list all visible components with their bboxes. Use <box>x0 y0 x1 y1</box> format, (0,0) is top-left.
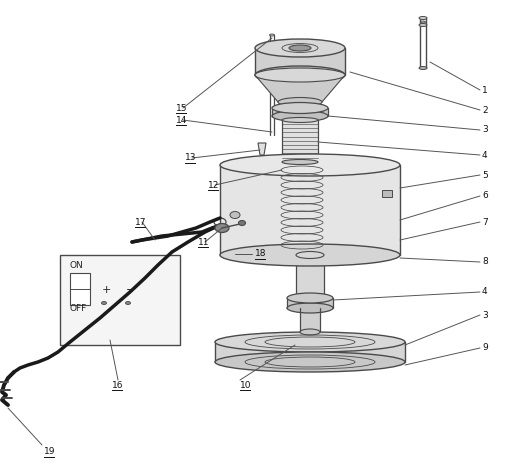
Ellipse shape <box>269 34 274 36</box>
Text: 6: 6 <box>482 191 488 201</box>
Bar <box>287 298 333 308</box>
Bar <box>282 120 318 162</box>
Text: 17: 17 <box>135 218 146 227</box>
Text: −: − <box>126 285 135 295</box>
Text: 15: 15 <box>176 103 188 112</box>
Ellipse shape <box>272 102 328 113</box>
Ellipse shape <box>289 45 311 51</box>
Ellipse shape <box>419 66 427 70</box>
Bar <box>255 48 345 75</box>
Ellipse shape <box>220 244 400 266</box>
Ellipse shape <box>278 98 322 107</box>
Polygon shape <box>255 75 345 102</box>
Ellipse shape <box>101 301 106 304</box>
Bar <box>220 165 400 255</box>
Bar <box>272 108 328 116</box>
Ellipse shape <box>215 332 405 352</box>
Ellipse shape <box>420 21 426 23</box>
Text: 5: 5 <box>482 171 488 180</box>
Ellipse shape <box>419 17 427 19</box>
Text: 4: 4 <box>482 288 488 297</box>
Polygon shape <box>258 143 266 155</box>
Text: ON: ON <box>70 261 84 270</box>
Text: 10: 10 <box>240 381 251 390</box>
Bar <box>70 273 90 305</box>
Ellipse shape <box>220 154 400 176</box>
Ellipse shape <box>255 39 345 57</box>
Ellipse shape <box>255 68 345 82</box>
Ellipse shape <box>300 329 320 335</box>
Bar <box>296 255 324 298</box>
Text: 16: 16 <box>112 381 123 390</box>
Ellipse shape <box>238 220 246 226</box>
Ellipse shape <box>282 159 318 164</box>
Bar <box>60 255 180 345</box>
Text: 13: 13 <box>185 154 196 163</box>
Text: 4: 4 <box>482 151 488 159</box>
Ellipse shape <box>287 293 333 303</box>
Ellipse shape <box>255 66 345 84</box>
Text: 19: 19 <box>44 447 56 456</box>
Text: 7: 7 <box>482 218 488 227</box>
Bar <box>300 308 320 332</box>
Text: OFF: OFF <box>70 304 87 313</box>
Ellipse shape <box>419 24 427 27</box>
Ellipse shape <box>215 352 405 372</box>
Ellipse shape <box>282 118 318 122</box>
Ellipse shape <box>287 303 333 313</box>
Text: 3: 3 <box>482 126 488 135</box>
Text: 3: 3 <box>482 310 488 319</box>
Text: +: + <box>102 285 112 295</box>
Text: 14: 14 <box>176 116 188 125</box>
Bar <box>382 190 392 197</box>
Text: 8: 8 <box>482 257 488 266</box>
Text: 11: 11 <box>198 237 210 246</box>
Text: 18: 18 <box>255 249 266 258</box>
Ellipse shape <box>230 211 240 219</box>
Ellipse shape <box>272 110 328 121</box>
Ellipse shape <box>296 252 324 258</box>
Text: 2: 2 <box>482 106 488 115</box>
Text: 9: 9 <box>482 344 488 353</box>
Ellipse shape <box>215 224 229 233</box>
Text: 12: 12 <box>208 181 219 190</box>
Bar <box>215 342 405 362</box>
Text: 1: 1 <box>482 85 488 94</box>
Ellipse shape <box>125 301 131 304</box>
